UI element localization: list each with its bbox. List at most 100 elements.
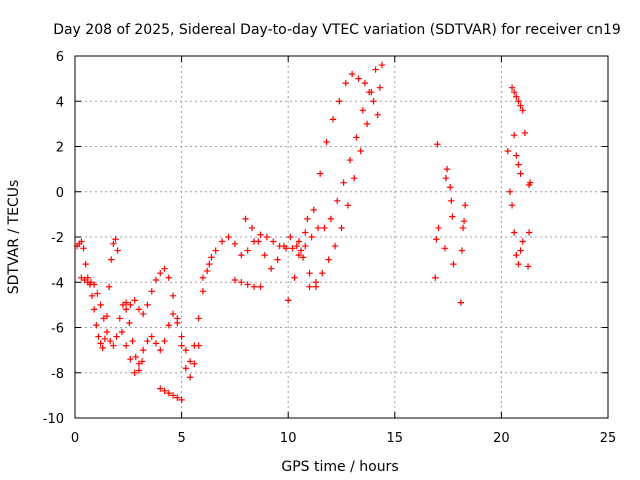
- data-point-plus: [506, 188, 514, 195]
- data-point-plus: [508, 202, 516, 209]
- x-tick-label: 20: [493, 431, 510, 446]
- data-point-plus: [118, 328, 126, 336]
- data-point-plus: [238, 251, 245, 259]
- data-point-plus: [99, 344, 106, 352]
- data-point-plus: [110, 240, 117, 247]
- data-point-plus: [191, 342, 198, 349]
- data-point-plus: [80, 245, 87, 252]
- data-point-plus: [442, 174, 450, 182]
- data-point-plus: [510, 229, 518, 236]
- data-point-plus: [338, 224, 345, 232]
- data-point-plus: [515, 161, 522, 168]
- data-point-plus: [449, 213, 456, 220]
- data-point-plus: [255, 238, 262, 245]
- y-tick-label: 4: [56, 95, 64, 110]
- data-point-plus: [357, 147, 364, 155]
- data-point-plus: [295, 251, 303, 259]
- data-point-plus: [114, 247, 121, 254]
- data-point-plus: [127, 355, 134, 363]
- x-tick-label: 25: [600, 431, 617, 446]
- data-point-plus: [366, 89, 373, 96]
- data-point-plus: [274, 256, 281, 263]
- y-tick-label: 6: [56, 50, 64, 65]
- data-point-plus: [140, 310, 147, 318]
- data-point-plus: [212, 247, 219, 254]
- data-point-plus: [323, 138, 330, 146]
- data-point-plus: [178, 396, 185, 404]
- data-point-plus: [78, 238, 85, 245]
- data-point-plus: [129, 337, 136, 345]
- data-point-plus: [186, 358, 194, 365]
- data-point-plus: [152, 340, 160, 347]
- data-point-plus: [131, 297, 138, 304]
- data-point-plus: [208, 254, 215, 261]
- data-point-plus: [113, 333, 120, 340]
- data-point-plus: [238, 279, 245, 286]
- data-point-plus: [186, 374, 194, 381]
- data-point-plus: [521, 129, 529, 137]
- data-point-plus: [314, 224, 322, 232]
- data-point-plus: [510, 89, 518, 96]
- data-point-plus: [203, 267, 211, 275]
- data-point-plus: [302, 229, 309, 236]
- data-point-plus: [344, 202, 352, 209]
- data-point-plus: [135, 360, 143, 367]
- data-point-plus: [257, 283, 264, 290]
- x-tick-label: 5: [177, 431, 185, 446]
- data-point-plus: [157, 346, 164, 354]
- data-point-plus: [433, 236, 440, 243]
- data-point-plus: [295, 238, 303, 245]
- data-point-plus: [131, 369, 138, 376]
- data-point-plus: [519, 107, 526, 114]
- data-point-plus: [316, 170, 324, 177]
- data-point-plus: [297, 247, 305, 254]
- data-point-plus: [157, 385, 164, 392]
- data-point-plus: [312, 279, 320, 286]
- y-tick-label: -10: [43, 412, 64, 427]
- data-point-plus: [152, 276, 160, 284]
- data-point-plus: [302, 242, 309, 250]
- x-tick-label: 10: [280, 431, 297, 446]
- data-point-plus: [378, 61, 386, 69]
- data-point-plus: [510, 131, 518, 139]
- data-point-plus: [517, 247, 524, 254]
- data-point-plus: [517, 170, 524, 177]
- data-point-plus: [293, 242, 300, 250]
- data-point-plus: [331, 242, 339, 250]
- data-point-plus: [289, 245, 296, 252]
- data-point-plus: [165, 322, 173, 329]
- data-point-plus: [355, 75, 362, 82]
- data-point-plus: [435, 224, 442, 232]
- data-point-plus: [231, 240, 239, 247]
- data-point-plus: [299, 254, 307, 261]
- data-point-plus: [342, 79, 349, 87]
- data-point-plus: [353, 134, 360, 141]
- y-tick-label: -4: [51, 276, 64, 291]
- data-point-plus: [225, 233, 232, 241]
- y-axis-label: SDTVAR / TECUs: [6, 180, 22, 295]
- data-point-plus: [515, 260, 522, 268]
- data-point-plus: [287, 233, 294, 241]
- x-tick-label: 15: [387, 431, 404, 446]
- data-point-plus: [513, 251, 520, 259]
- data-point-plus: [248, 224, 256, 232]
- data-point-plus: [374, 111, 381, 119]
- data-point-plus: [161, 337, 168, 345]
- data-point-plus: [199, 288, 207, 295]
- x-axis-label: GPS time / hours: [281, 459, 398, 475]
- data-point-plus: [517, 102, 524, 109]
- data-point-plus: [132, 353, 139, 361]
- data-point-plus: [363, 120, 371, 128]
- data-point-plus: [97, 340, 104, 347]
- data-point-plus: [174, 319, 181, 327]
- data-point-plus: [199, 274, 207, 281]
- data-point-plus: [346, 156, 354, 164]
- data-point-plus: [122, 342, 130, 349]
- data-point-plus: [169, 392, 177, 399]
- data-point-plus: [112, 236, 119, 243]
- data-point-plus: [310, 206, 317, 214]
- data-point-plus: [182, 365, 190, 372]
- y-tick-label: -8: [51, 367, 64, 382]
- y-tick-label: -6: [51, 322, 64, 337]
